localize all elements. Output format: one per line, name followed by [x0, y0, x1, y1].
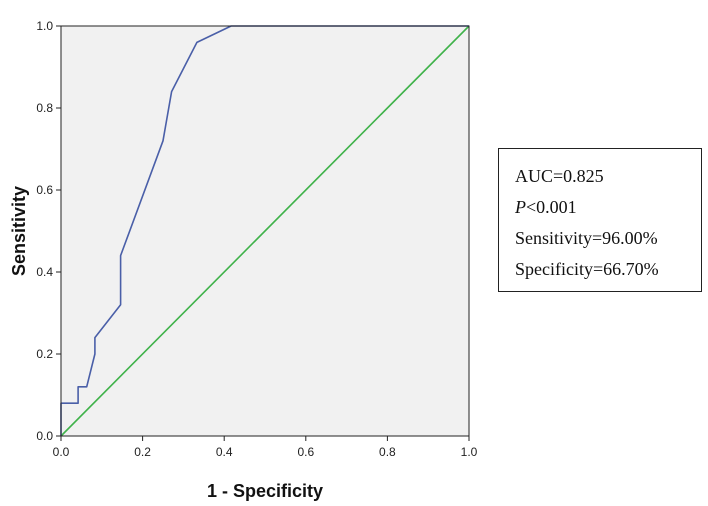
- x-tick-label: 0.2: [134, 445, 151, 459]
- y-tick-label: 1.0: [36, 19, 53, 33]
- reference-diagonal: [60, 25, 470, 437]
- y-tick-label: 0.6: [36, 183, 53, 197]
- x-tick-label: 0.4: [216, 445, 233, 459]
- plot-frame: [60, 25, 470, 437]
- reference-line-layer: [60, 25, 470, 437]
- x-axis-title: 1 - Specificity: [207, 481, 323, 501]
- auc-text: AUC=0.825: [515, 166, 604, 186]
- x-tick-label: 0.6: [297, 445, 314, 459]
- sensitivity-text: Sensitivity=96.00%: [515, 228, 658, 248]
- p-value-text: P<0.001: [515, 192, 701, 223]
- x-axis: 0.0 0.2 0.4 0.6 0.8 1.0: [53, 436, 478, 459]
- roc-curve-layer: [60, 25, 469, 436]
- y-tick-label: 0.0: [36, 429, 53, 443]
- x-tick-label: 1.0: [461, 445, 478, 459]
- stats-legend-box: AUC=0.825 P<0.001 Sensitivity=96.00% Spe…: [498, 148, 702, 292]
- y-axis-title: Sensitivity: [9, 186, 29, 276]
- p-symbol: P: [515, 197, 526, 217]
- y-axis: 0.0 0.2 0.4 0.6 0.8 1.0: [36, 19, 61, 443]
- y-tick-label: 0.2: [36, 347, 53, 361]
- x-tick-label: 0.8: [379, 445, 396, 459]
- x-tick-label: 0.0: [53, 445, 70, 459]
- y-tick-label: 0.4: [36, 265, 53, 279]
- roc-curve: [60, 25, 469, 436]
- p-value: <0.001: [526, 197, 577, 217]
- specificity-text: Specificity=66.70%: [515, 259, 659, 279]
- y-tick-label: 0.8: [36, 101, 53, 115]
